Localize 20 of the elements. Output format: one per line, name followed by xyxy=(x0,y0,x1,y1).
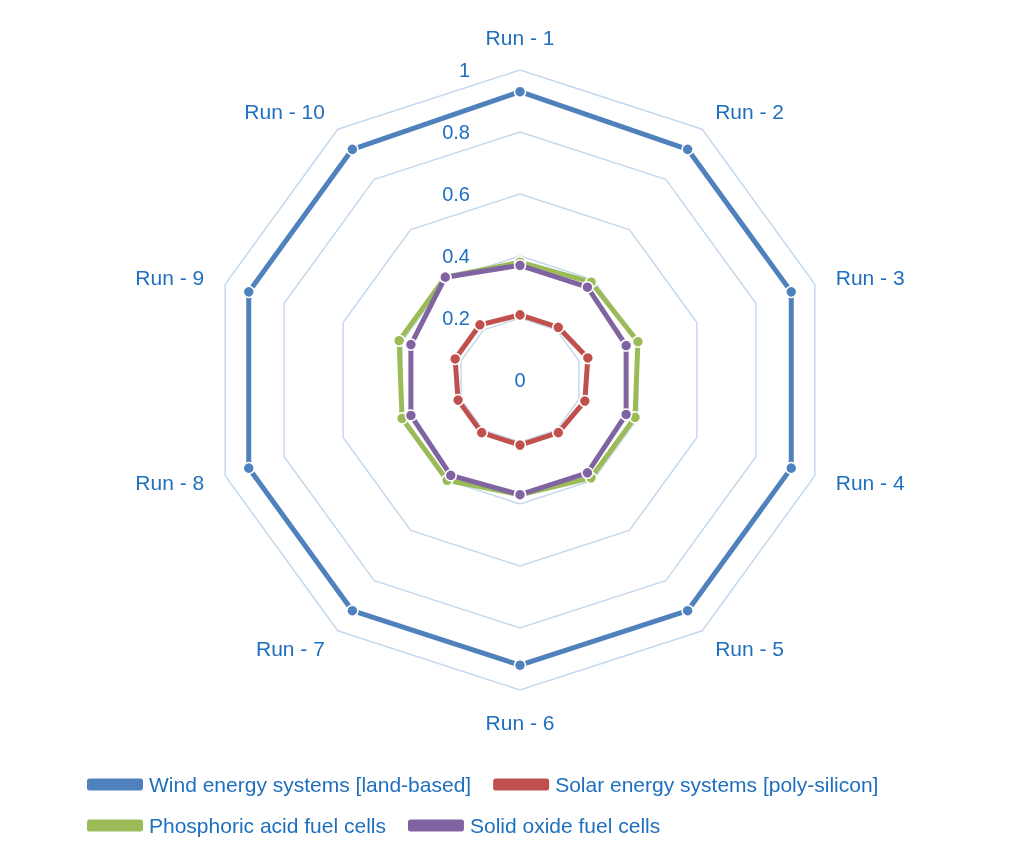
legend-label: Solar energy systems [poly-silicon] xyxy=(555,773,879,796)
spoke-label: Run - 6 xyxy=(485,711,555,734)
spoke-label: Run - 8 xyxy=(135,471,205,495)
legend-label: Solid oxide fuel cells xyxy=(469,814,661,837)
spoke-label: Run - 5 xyxy=(715,637,785,661)
y-tick-label: 0.6 xyxy=(442,183,470,205)
y-tick-label: 1 xyxy=(458,59,470,81)
y-tick-label: 0 xyxy=(514,369,526,391)
spoke-label: Run - 3 xyxy=(835,265,905,289)
spoke-label: Run - 4 xyxy=(835,471,905,495)
spoke-label: Run - 1 xyxy=(485,26,555,49)
y-tick-label: 0.2 xyxy=(442,307,470,329)
y-tick-label: 0.8 xyxy=(442,121,470,143)
spoke-label: Run - 10 xyxy=(244,99,325,123)
y-tick-label: 0.4 xyxy=(442,245,470,267)
spoke-label: Run - 2 xyxy=(715,99,785,123)
spoke-label: Run - 9 xyxy=(135,265,205,289)
legend-label: Phosphoric acid fuel cells xyxy=(149,814,386,837)
spoke-label: Run - 7 xyxy=(255,637,325,661)
legend-label: Wind energy systems [land-based] xyxy=(149,773,472,796)
